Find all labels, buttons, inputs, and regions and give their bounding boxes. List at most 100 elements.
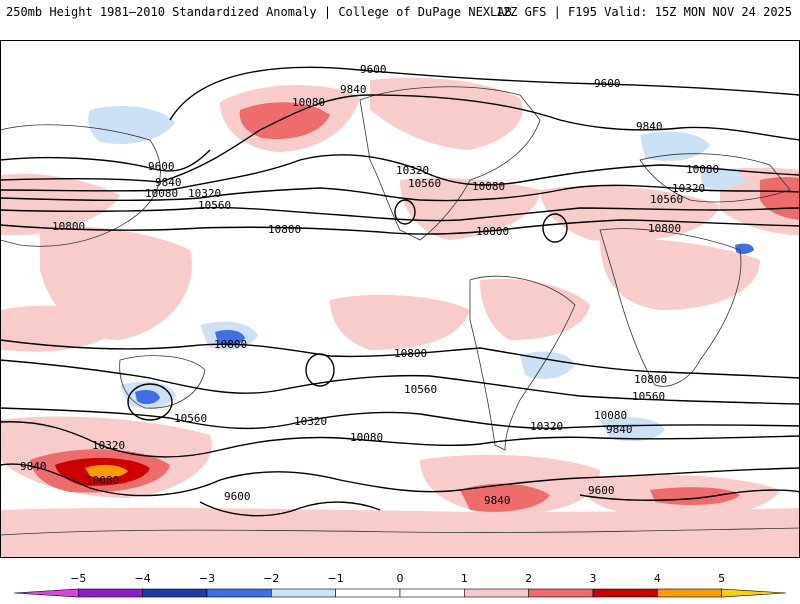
coastlines: [0, 86, 800, 536]
contour-label: 10800: [648, 222, 681, 235]
contour-label: 10080: [472, 180, 505, 193]
contour-label: 10320: [294, 415, 327, 428]
contour-label: 9840: [484, 494, 511, 507]
contour-label: 9840: [636, 120, 663, 133]
contour-label: 10320: [92, 439, 125, 452]
shade-e-pacific: [330, 294, 470, 350]
colorbar-tick-label: 1: [461, 572, 468, 585]
colorbar-bin: [721, 588, 787, 598]
colorbar-tick-label: 3: [590, 572, 597, 585]
contour-label: 10800: [268, 223, 301, 236]
anomaly-map: 9600 9600 9840 10080 9840 9600 9840 1008…: [0, 40, 800, 558]
contour-10320-nh: [0, 184, 800, 202]
colorbar-tick-label: −2: [263, 572, 279, 585]
contour-low-pac: [305, 353, 335, 387]
contour-label: 10560: [408, 177, 441, 190]
contour-9600-asia: [0, 149, 211, 172]
contour-10320-sh: [0, 407, 800, 430]
contour-label: 9600: [588, 484, 615, 497]
contour-label: 10560: [174, 412, 207, 425]
shade-blue-core-aus: [215, 330, 245, 346]
shade-blue-npac: [88, 106, 175, 144]
shade-us: [400, 178, 540, 240]
colorbar-tick-label: −1: [328, 572, 344, 585]
contour-label: 10080: [145, 187, 178, 200]
model-valid-time: 12Z GFS | F195 Valid: 15Z MON NOV 24 202…: [495, 5, 792, 19]
contour-labels: 9600 9600 9840 10080 9840 9600 9840 1008…: [20, 63, 719, 507]
contour-label: 10560: [404, 383, 437, 396]
coast-europe: [639, 153, 791, 203]
contour-label: 10800: [634, 373, 667, 386]
contour-10080-nh: [0, 154, 800, 192]
shade-asia: [0, 173, 120, 235]
contour-low-us: [394, 199, 416, 225]
colorbar-tick-label: −5: [70, 572, 86, 585]
colorbar-bin: [142, 588, 208, 598]
contour-label: 9600: [594, 77, 621, 90]
contour-label: 10800: [476, 225, 509, 238]
shade-s-atlantic-max: [650, 487, 740, 506]
shade-blue-europe: [700, 167, 745, 190]
colorbar-tick-label: −4: [135, 572, 151, 585]
contour-label: 10800: [52, 220, 85, 233]
shade-blue-core-af: [735, 243, 754, 255]
coast-australia: [119, 355, 206, 409]
colorbar-bin: [657, 588, 722, 598]
coast-n-america: [359, 86, 541, 241]
contour-label: 10320: [672, 182, 705, 195]
shade-antarctic: [0, 507, 800, 558]
shade-aleutian-max: [239, 102, 330, 140]
contour-label: 9600: [148, 160, 175, 173]
colorbar-bin: [78, 588, 143, 598]
coast-s-america: [469, 275, 576, 451]
contour-label: 10080: [686, 163, 719, 176]
colorbar-bin: [335, 588, 401, 598]
contour-label: 9840: [20, 460, 47, 473]
colorbar-tick-labels: −5 −4 −3 −2 −1 0 1 2 3 4 5: [70, 572, 725, 585]
contour-label: 9840: [155, 176, 182, 189]
colorbar-tick-label: 2: [525, 572, 532, 585]
colorbar-tick-label: 5: [718, 572, 725, 585]
shade-atlantic: [540, 185, 720, 242]
contour-10800-sh: [0, 339, 800, 379]
contour-9600-nh: [169, 66, 800, 121]
colorbar-bin: [592, 588, 658, 598]
contour-label: 9600: [224, 490, 251, 503]
contour-label: 10800: [394, 347, 427, 360]
colorbar-bin: [528, 588, 594, 598]
shade-s-ocean-max: [460, 483, 550, 512]
contour-label: 10080: [292, 96, 325, 109]
coast-antarctica: [0, 527, 800, 536]
contour-10560-sh: [0, 359, 800, 405]
colorbar-tick-label: 4: [654, 572, 661, 585]
contour-label: 9840: [340, 83, 367, 96]
height-contours: [0, 66, 800, 517]
contour-10080-sh: [0, 421, 800, 458]
colorbar-bin: [271, 588, 336, 598]
colorbar-bins: [13, 588, 787, 598]
shade-blue-core-ind: [135, 390, 160, 405]
colorbar: −5 −4 −3 −2 −1 0 1 2 3 4 5: [0, 568, 800, 600]
shade-sw-pacific-peak: [85, 464, 128, 479]
colorbar-bin: [399, 588, 465, 598]
colorbar-bin: [464, 588, 529, 598]
contour-low-atl: [542, 213, 568, 243]
contour-label: 10320: [188, 187, 221, 200]
coast-asia: [0, 124, 161, 247]
colorbar-bin: [13, 588, 79, 598]
contour-10800-nh: [0, 219, 800, 235]
coast-africa: [599, 228, 742, 387]
contour-label: 10800: [214, 338, 247, 351]
contour-label: 10080: [86, 474, 119, 487]
contour-10560-nh: [0, 206, 800, 222]
shade-blue-sw: [600, 417, 665, 442]
contour-label: 9840: [606, 423, 633, 436]
shade-s-pacific: [0, 305, 120, 352]
contour-9840-sh: [0, 463, 800, 497]
contour-label: 10320: [530, 420, 563, 433]
shade-s-america: [480, 278, 590, 340]
contour-label: 10560: [632, 390, 665, 403]
colorbar-bin: [206, 588, 272, 598]
shade-blue-sam: [520, 351, 575, 379]
map-title: 250mb Height 1981–2010 Standardized Anom…: [6, 5, 512, 19]
